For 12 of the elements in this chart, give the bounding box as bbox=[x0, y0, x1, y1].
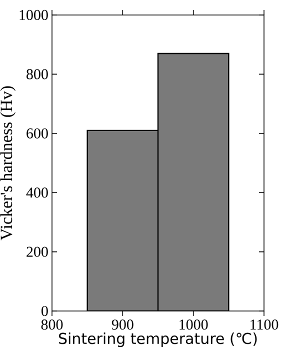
y-axis-title: Vicker's hardness (Hv) bbox=[0, 86, 16, 240]
x-tick-label: 900 bbox=[112, 320, 134, 330]
y-tick-label: 400 bbox=[26, 188, 48, 198]
y-tick-label: 800 bbox=[26, 69, 48, 80]
x-axis-title: Sintering temperature (℃) bbox=[58, 332, 257, 348]
y-tick-label: 0 bbox=[42, 306, 48, 316]
x-tick-label: 800 bbox=[41, 320, 63, 330]
x-tick-label: 1100 bbox=[250, 320, 278, 330]
x-tick-label: 1000 bbox=[180, 320, 208, 330]
y-tick-label: 600 bbox=[26, 128, 48, 138]
y-tick-label: 200 bbox=[26, 246, 48, 257]
y-tick-label: 1000 bbox=[20, 10, 48, 20]
